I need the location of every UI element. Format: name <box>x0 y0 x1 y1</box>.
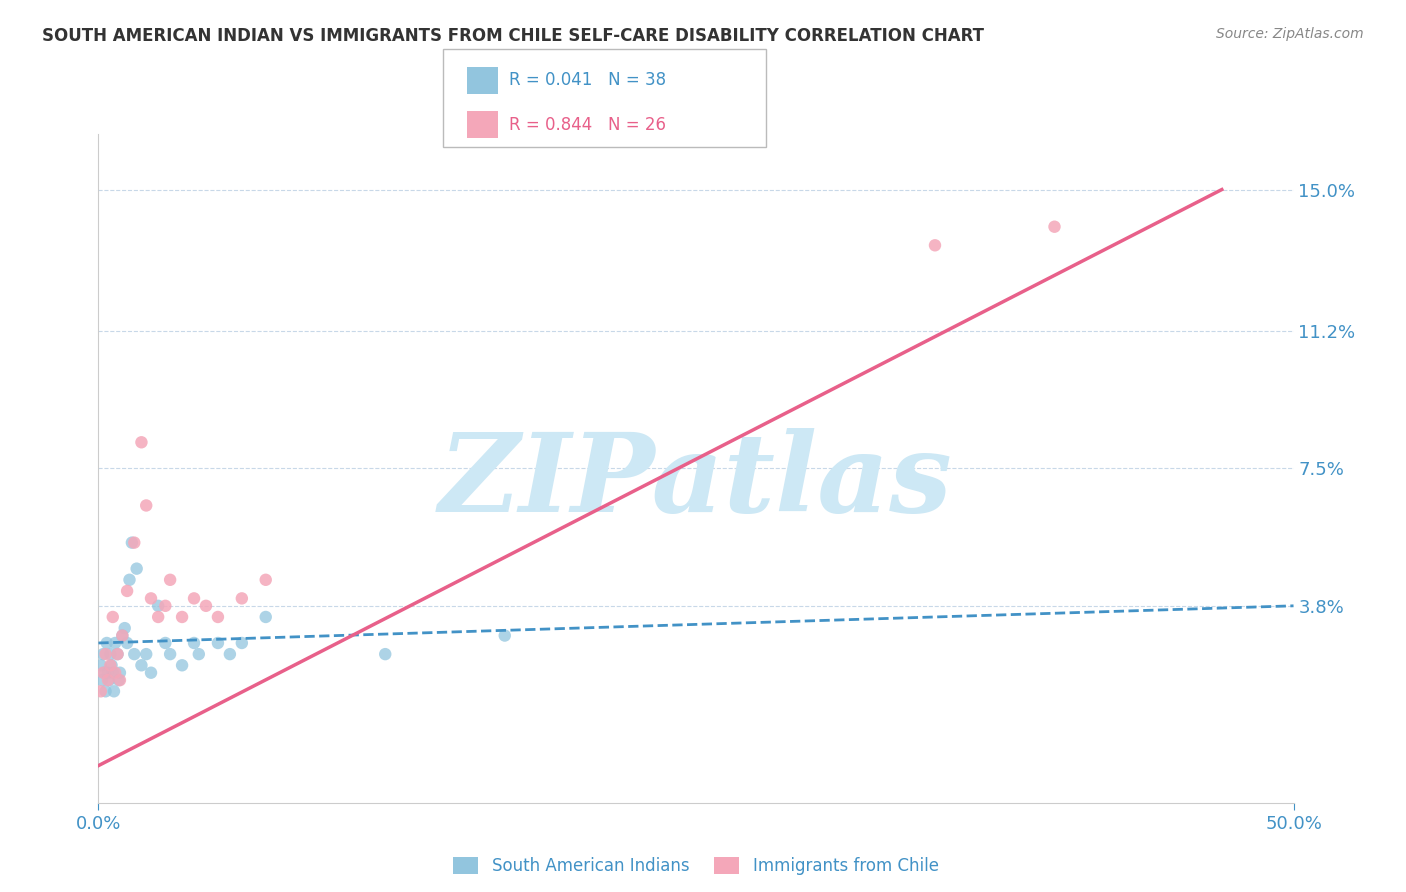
Point <box>219 647 242 661</box>
Point <box>91 665 114 680</box>
Point <box>494 629 516 643</box>
Point <box>1043 219 1066 234</box>
Point <box>124 647 146 661</box>
Point <box>183 591 205 606</box>
Point <box>101 665 124 680</box>
Point <box>107 647 129 661</box>
Point <box>131 658 153 673</box>
Point <box>131 435 153 450</box>
Point <box>107 647 129 661</box>
Point <box>207 610 229 624</box>
Point <box>159 647 181 661</box>
Point <box>94 684 117 698</box>
Point <box>97 665 120 680</box>
Point <box>924 238 946 252</box>
Point <box>98 658 122 673</box>
Point <box>104 665 127 680</box>
Point <box>121 535 143 549</box>
Point <box>90 684 112 698</box>
Point <box>94 647 117 661</box>
Point <box>139 591 162 606</box>
Point <box>91 647 114 661</box>
Text: SOUTH AMERICAN INDIAN VS IMMIGRANTS FROM CHILE SELF-CARE DISABILITY CORRELATION : SOUTH AMERICAN INDIAN VS IMMIGRANTS FROM… <box>42 27 984 45</box>
Point <box>187 647 209 661</box>
Point <box>118 573 141 587</box>
Point <box>108 665 131 680</box>
Point <box>148 610 170 624</box>
Point <box>111 629 134 643</box>
Point <box>139 665 162 680</box>
Point <box>108 673 131 688</box>
Text: Source: ZipAtlas.com: Source: ZipAtlas.com <box>1216 27 1364 41</box>
Point <box>97 673 120 688</box>
Text: ZIPatlas: ZIPatlas <box>439 428 953 535</box>
Point <box>155 636 177 650</box>
Text: R = 0.041   N = 38: R = 0.041 N = 38 <box>509 71 666 89</box>
Point <box>91 673 114 688</box>
Point <box>114 621 136 635</box>
Point <box>159 573 181 587</box>
Point <box>115 636 138 650</box>
Point <box>98 647 122 661</box>
Point <box>96 636 118 650</box>
Point <box>183 636 205 650</box>
Text: R = 0.844   N = 26: R = 0.844 N = 26 <box>509 116 666 134</box>
Point <box>172 658 194 673</box>
Point <box>93 665 115 680</box>
Point <box>98 673 121 688</box>
Point <box>107 673 129 688</box>
Point <box>104 636 127 650</box>
Point <box>254 610 277 624</box>
Point <box>135 647 157 661</box>
Point <box>103 684 125 698</box>
Point <box>148 599 170 613</box>
Point <box>135 499 157 513</box>
Point <box>207 636 229 650</box>
Point <box>231 636 253 650</box>
Point <box>115 584 138 599</box>
Point <box>124 535 146 549</box>
Point <box>125 562 148 576</box>
Point <box>194 599 218 613</box>
Point <box>254 573 277 587</box>
Point <box>90 658 112 673</box>
Point <box>172 610 194 624</box>
Point <box>111 629 134 643</box>
Point <box>155 599 177 613</box>
Point <box>101 610 124 624</box>
Point <box>231 591 253 606</box>
Legend: South American Indians, Immigrants from Chile: South American Indians, Immigrants from … <box>447 850 945 881</box>
Point <box>100 658 122 673</box>
Point <box>374 647 396 661</box>
